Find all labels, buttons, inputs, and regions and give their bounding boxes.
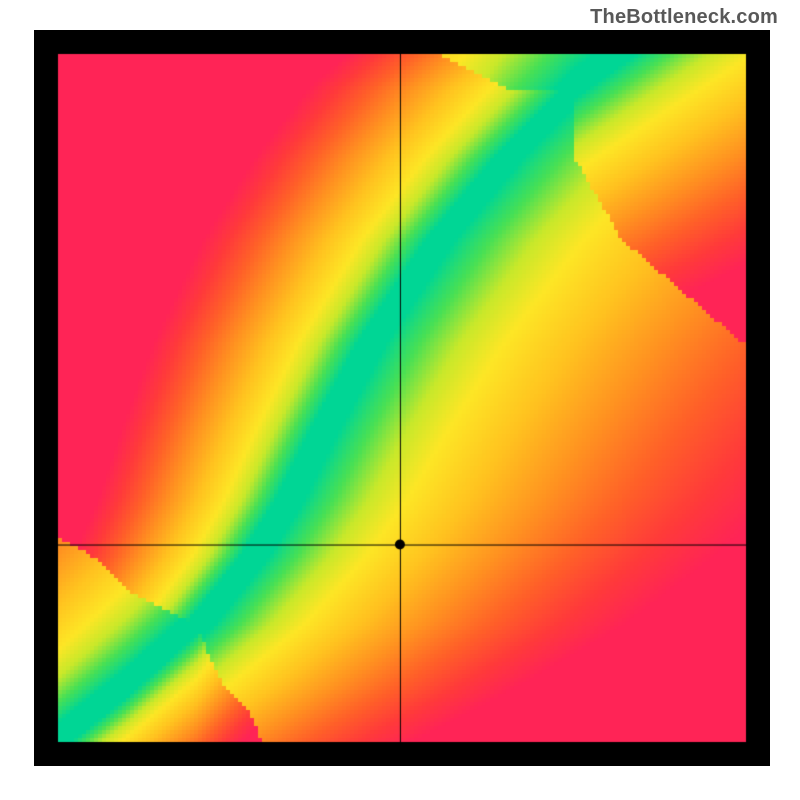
- heatmap-canvas: [34, 30, 770, 766]
- plot-frame: [34, 30, 770, 766]
- attribution-label: TheBottleneck.com: [590, 6, 778, 29]
- chart-container: TheBottleneck.com: [0, 0, 800, 800]
